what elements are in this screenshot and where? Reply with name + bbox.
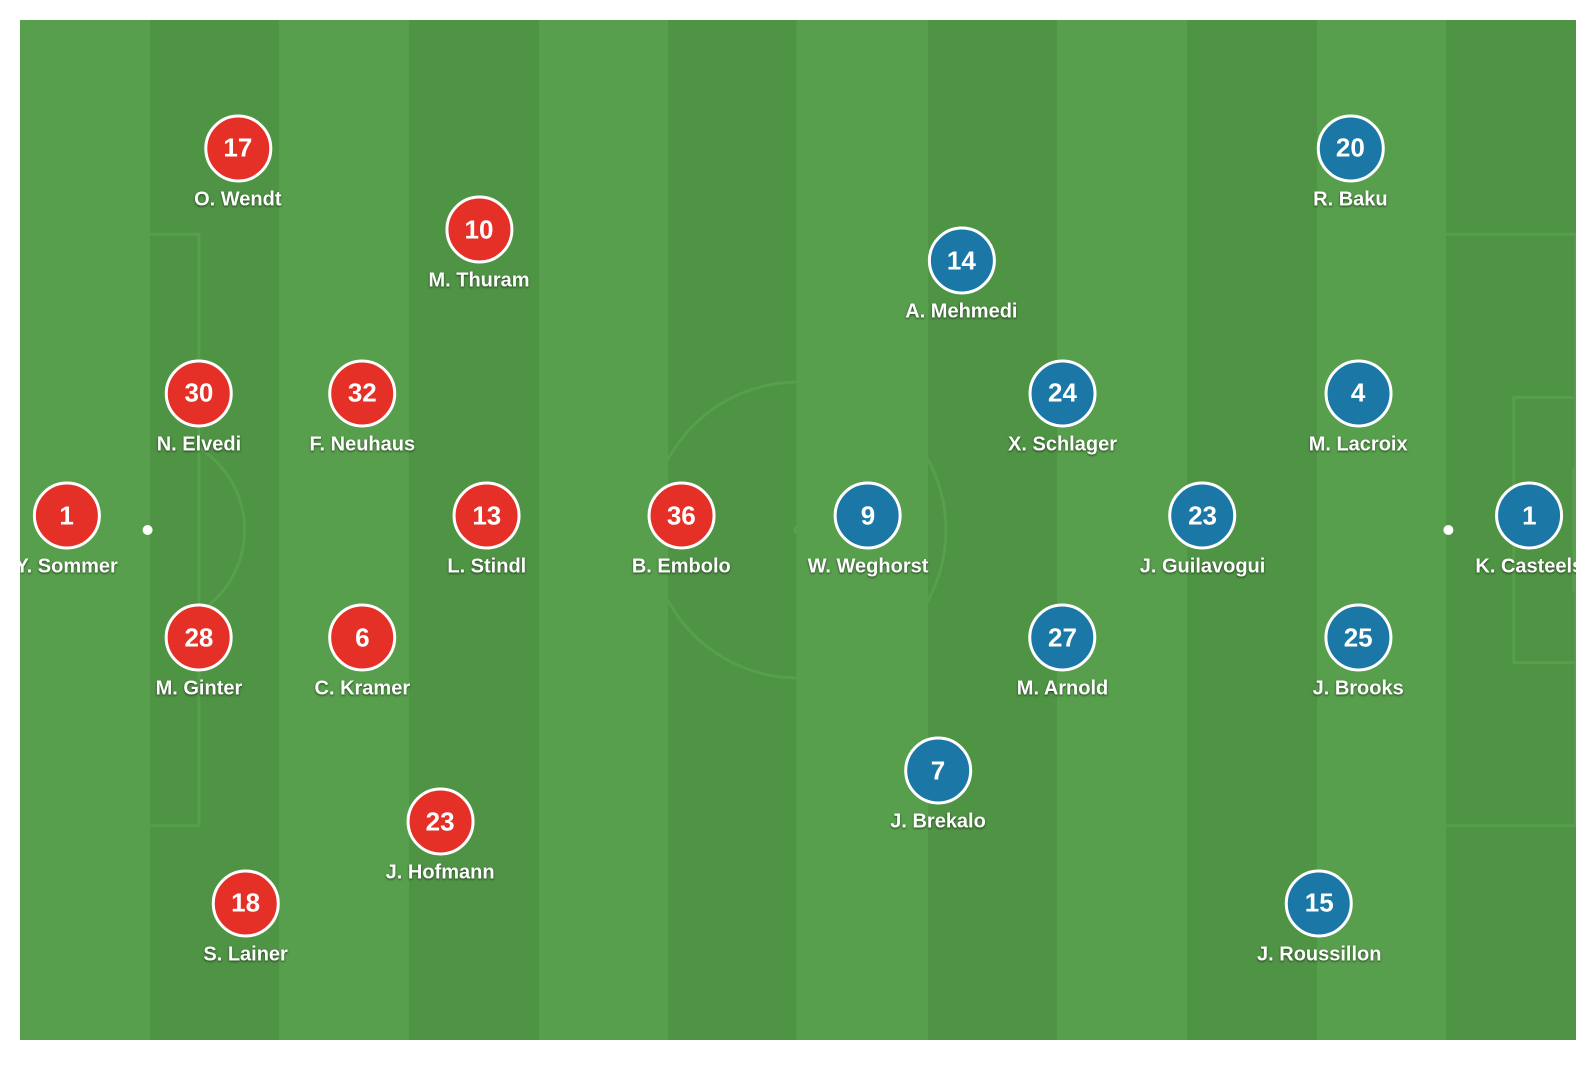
- player-marker: 4: [1324, 359, 1392, 427]
- player-home[interactable]: 13 L. Stindl: [447, 482, 526, 579]
- player-away[interactable]: 14 A. Mehmedi: [905, 227, 1017, 324]
- player-marker: 1: [33, 482, 101, 550]
- player-name-label: R. Baku: [1313, 188, 1387, 211]
- player-marker: 7: [904, 737, 972, 805]
- player-home[interactable]: 6 C. Kramer: [315, 604, 411, 701]
- player-away[interactable]: 4 M. Lacroix: [1309, 359, 1408, 456]
- player-away[interactable]: 9 W. Weghorst: [808, 482, 929, 579]
- player-home[interactable]: 1 Y. Sommer: [20, 482, 118, 579]
- player-marker: 30: [165, 359, 233, 427]
- player-marker: 14: [927, 227, 995, 295]
- player-home[interactable]: 28 M. Ginter: [156, 604, 243, 701]
- player-home[interactable]: 30 N. Elvedi: [157, 359, 241, 456]
- player-name-label: N. Elvedi: [157, 433, 241, 456]
- player-name-label: C. Kramer: [315, 678, 411, 701]
- player-home[interactable]: 10 M. Thuram: [428, 196, 529, 293]
- player-away[interactable]: 7 J. Brekalo: [890, 737, 986, 834]
- player-name-label: W. Weghorst: [808, 556, 929, 579]
- player-marker: 36: [647, 482, 715, 550]
- player-marker: 25: [1324, 604, 1392, 672]
- player-name-label: J. Brooks: [1313, 678, 1404, 701]
- player-name-label: X. Schlager: [1008, 433, 1117, 456]
- player-marker: 17: [204, 114, 272, 182]
- player-away[interactable]: 1 K. Casteels: [1475, 482, 1576, 579]
- player-away[interactable]: 24 X. Schlager: [1008, 359, 1117, 456]
- football-pitch: 1Y. Sommer17O. Wendt30N. Elvedi28M. Gint…: [20, 20, 1576, 1040]
- player-home[interactable]: 32 F. Neuhaus: [310, 359, 416, 456]
- player-marker: 1: [1495, 482, 1563, 550]
- player-marker: 20: [1316, 114, 1384, 182]
- player-name-label: O. Wendt: [194, 188, 281, 211]
- player-name-label: Y. Sommer: [20, 556, 118, 579]
- player-name-label: L. Stindl: [447, 556, 526, 579]
- player-away[interactable]: 20 R. Baku: [1313, 114, 1387, 211]
- player-away[interactable]: 27 M. Arnold: [1017, 604, 1108, 701]
- player-name-label: M. Ginter: [156, 678, 243, 701]
- player-marker: 9: [834, 482, 902, 550]
- player-marker: 28: [165, 604, 233, 672]
- player-marker: 6: [328, 604, 396, 672]
- player-name-label: A. Mehmedi: [905, 301, 1017, 324]
- player-away[interactable]: 25 J. Brooks: [1313, 604, 1404, 701]
- pitch-stripe: [928, 20, 1059, 1040]
- player-name-label: M. Lacroix: [1309, 433, 1408, 456]
- pitch-stripe: [279, 20, 410, 1040]
- player-name-label: J. Roussillon: [1257, 943, 1381, 966]
- player-marker: 15: [1285, 869, 1353, 937]
- player-name-label: S. Lainer: [203, 943, 287, 966]
- player-marker: 23: [1169, 482, 1237, 550]
- player-home[interactable]: 17 O. Wendt: [194, 114, 281, 211]
- player-away[interactable]: 15 J. Roussillon: [1257, 869, 1381, 966]
- player-marker: 23: [406, 788, 474, 856]
- player-marker: 32: [328, 359, 396, 427]
- player-name-label: F. Neuhaus: [310, 433, 416, 456]
- player-home[interactable]: 23 J. Hofmann: [386, 788, 495, 885]
- player-marker: 27: [1029, 604, 1097, 672]
- player-name-label: J. Hofmann: [386, 862, 495, 885]
- player-marker: 24: [1029, 359, 1097, 427]
- player-name-label: J. Guilavogui: [1140, 556, 1266, 579]
- player-name-label: B. Embolo: [632, 556, 731, 579]
- player-name-label: M. Arnold: [1017, 678, 1108, 701]
- player-name-label: K. Casteels: [1475, 556, 1576, 579]
- player-away[interactable]: 23 J. Guilavogui: [1140, 482, 1266, 579]
- player-name-label: M. Thuram: [428, 270, 529, 293]
- player-marker: 13: [453, 482, 521, 550]
- player-marker: 10: [445, 196, 513, 264]
- player-marker: 18: [212, 869, 280, 937]
- player-home[interactable]: 18 S. Lainer: [203, 869, 287, 966]
- player-home[interactable]: 36 B. Embolo: [632, 482, 731, 579]
- player-name-label: J. Brekalo: [890, 811, 986, 834]
